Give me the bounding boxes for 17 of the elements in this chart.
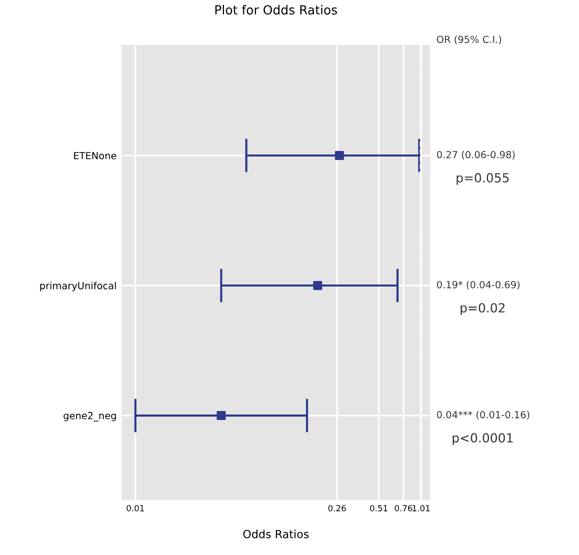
x-tick-label: 0.26 xyxy=(328,505,346,512)
x-tick-label: 0.01 xyxy=(126,505,144,512)
text: 0.19* (0.04-0.69) xyxy=(437,280,520,290)
chart-title: Plot for Odds Ratios xyxy=(215,4,338,15)
y-tick-label: primaryUnifocal xyxy=(40,282,116,292)
text: p=0.02 xyxy=(460,303,505,315)
y-tick-label: gene2_neg xyxy=(64,412,116,422)
x-tick-label: 1.01 xyxy=(412,505,430,512)
text: p<0.0001 xyxy=(452,433,513,445)
text: 0.27 (0.06-0.98) xyxy=(437,150,515,160)
text: 0.04*** (0.01-0.16) xyxy=(437,410,530,420)
x-tick-label: 0.51 xyxy=(370,505,388,512)
y-tick-label: ETENone xyxy=(74,152,116,160)
text: p=0.055 xyxy=(456,173,509,185)
x-axis-title: Odds Ratios xyxy=(243,530,309,538)
text: OR (95% C.I.) xyxy=(436,36,502,44)
x-tick-label: 0.76 xyxy=(394,505,412,512)
